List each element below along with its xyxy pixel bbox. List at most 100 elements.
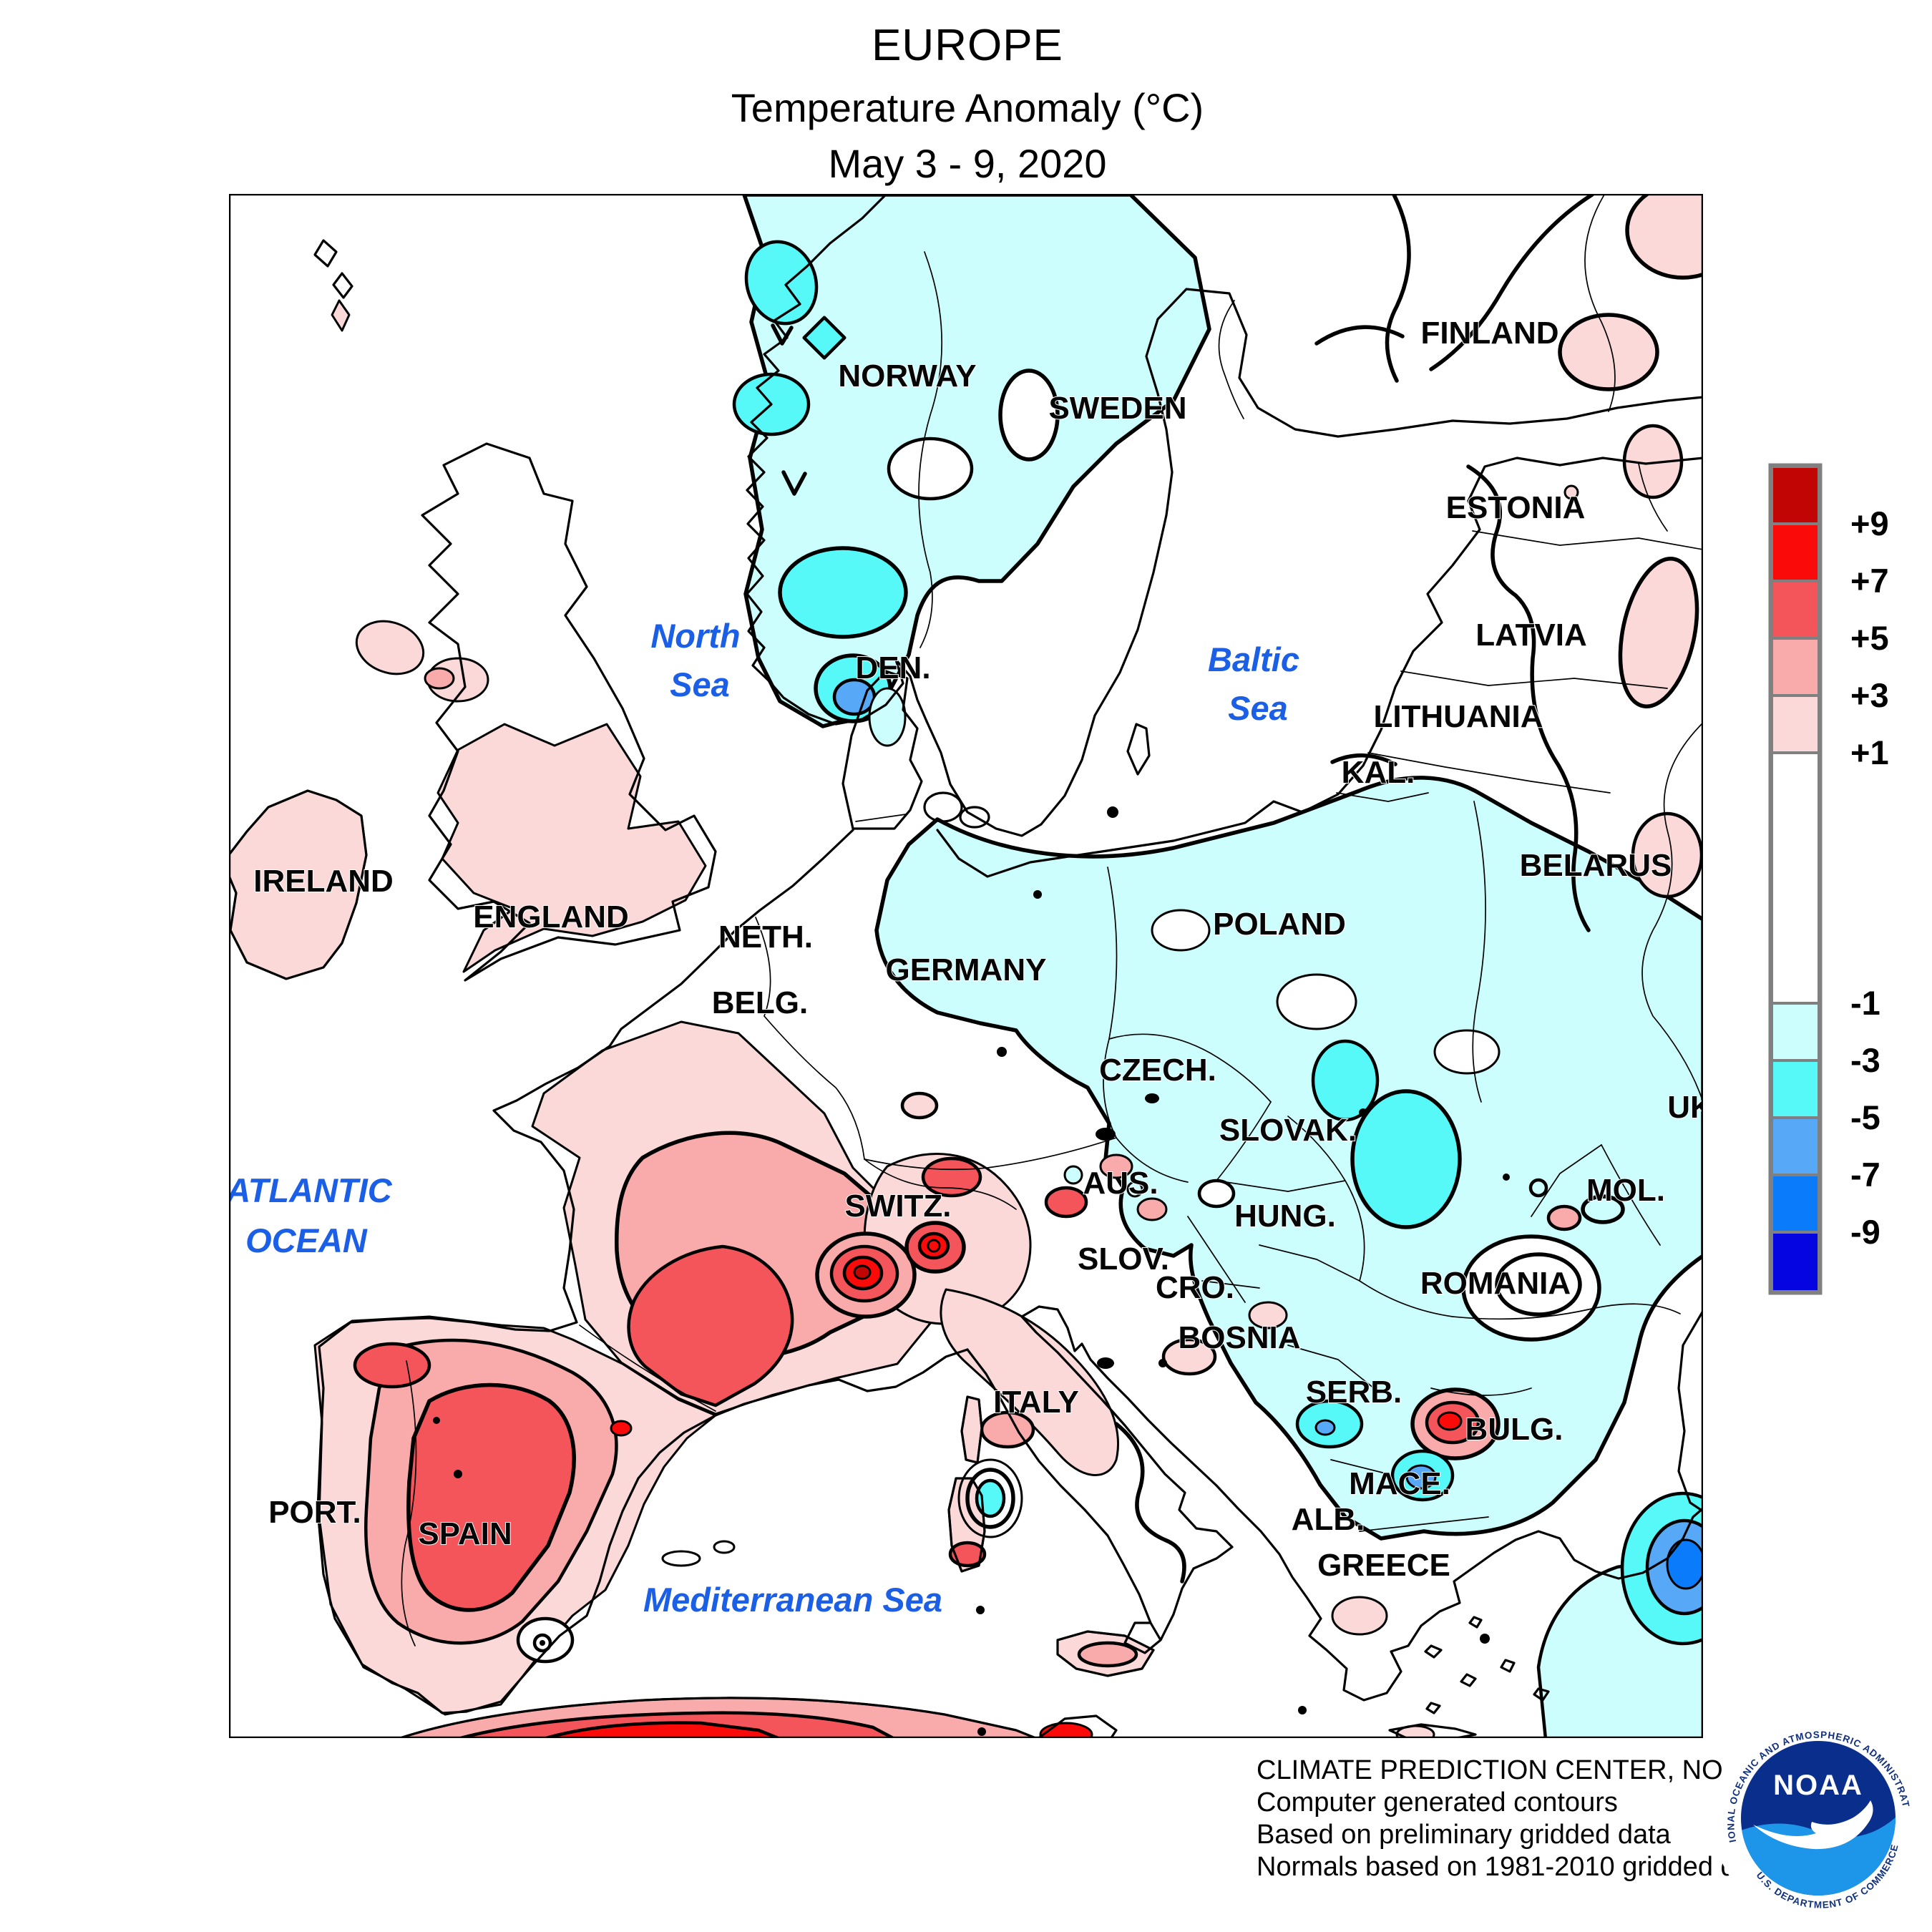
legend-swatch-3-5 — [1770, 637, 1820, 697]
coast-faroe-1 — [313, 239, 338, 268]
anomaly-spot-sicily — [1077, 1641, 1138, 1668]
coast-faroe-2 — [332, 272, 353, 299]
coast-sardinia — [947, 1477, 986, 1573]
anomaly-spot-scotland-3 — [424, 667, 455, 690]
country-label-kal: KAL. — [1342, 755, 1415, 790]
anomaly-spot-austria-3 — [1136, 1197, 1168, 1221]
anomaly-region-eastern-europe-cool — [874, 776, 1702, 1541]
page-subtitle: Temperature Anomaly (°C) — [731, 85, 1204, 130]
country-label-estonia: ESTONIA — [1446, 490, 1586, 525]
coast-funen — [959, 806, 990, 829]
anomaly-spot-norway-inland — [778, 546, 908, 639]
contour-ring-moldova — [1581, 1194, 1625, 1224]
country-label-spain: SPAIN — [418, 1516, 512, 1551]
country-label-uk: UK — [1667, 1090, 1703, 1125]
anomaly-spot-austria-1 — [1044, 1186, 1088, 1219]
legend-tick-p1: +1 — [1850, 733, 1889, 771]
anomaly-spot-po-valley — [921, 1156, 982, 1198]
page-title: EUROPE — [872, 21, 1063, 70]
country-label-mol: MOL. — [1586, 1173, 1665, 1208]
sardinia-bullseye-outer — [957, 1458, 1023, 1538]
anomaly-spot-nw-spain — [353, 1342, 431, 1389]
coast-tunisia — [1038, 1714, 1118, 1737]
map-canvas: North Sea Baltic Sea ATLANTIC OCEAN Mediterran… — [228, 193, 1704, 1739]
legend-swatch-m1-3 — [1770, 1002, 1820, 1062]
country-label-neth: NETH. — [718, 919, 813, 955]
anomaly-hole-hungary — [1197, 1179, 1236, 1209]
contour-ring-romania — [1495, 1252, 1582, 1317]
coast-menorca — [713, 1540, 736, 1554]
country-label-lithuania: LITHUANIA — [1373, 699, 1543, 734]
anomaly-region-italy-warm — [940, 1288, 1120, 1476]
anomaly-core-black-sea — [1666, 1538, 1702, 1590]
anomaly-region-iberia-warm5 — [406, 1382, 576, 1612]
sea-labels: North Sea Baltic Sea ATLANTIC OCEAN Mediterran… — [230, 617, 1299, 1619]
anomaly-spot-scotland-1 — [355, 620, 425, 675]
anomaly-core-bulgaria-cold — [1405, 1464, 1437, 1490]
anomaly-region-england-warm — [436, 723, 707, 973]
sea-label-ocean: OCEAN — [245, 1221, 368, 1259]
country-label-switz: SWITZ. — [844, 1189, 951, 1224]
anomaly-colorbar-legend: +9 +7 +5 +3 +1 -1 -3 -5 -7 -9 — [1766, 462, 1932, 1313]
coast-baltic-south — [936, 457, 1702, 878]
legend-swatch-normal — [1770, 751, 1820, 1005]
coast-denmark — [841, 670, 923, 830]
legend-tick-p7: +7 — [1850, 562, 1889, 600]
alps-bullseye1-core — [853, 1264, 872, 1280]
legend-tick-labels: +9 +7 +5 +3 +1 -1 -3 -5 -7 -9 — [1850, 504, 1889, 1251]
country-label-bosnia: BOSNIA — [1178, 1320, 1300, 1355]
anomaly-spot-russia-corner — [1625, 195, 1702, 280]
legend-swatch-m7-9 — [1770, 1174, 1820, 1234]
coast-continental-west — [316, 829, 969, 1714]
country-label-greece: GREECE — [1317, 1548, 1450, 1583]
coast-zealand — [923, 791, 963, 823]
anomaly-spot-norway-diamond — [802, 316, 847, 360]
legend-swatch-m5-7 — [1770, 1116, 1820, 1176]
sardinia-bullseye-mid — [965, 1468, 1015, 1529]
legend-tick-p9: +9 — [1850, 504, 1889, 542]
coast-great-britain — [421, 442, 717, 982]
country-label-alb: ALB. — [1292, 1502, 1365, 1537]
noaa-logo: NOAA NATIONAL OCEANIC AND ATMOSPHERIC AD… — [1684, 1684, 1926, 1926]
country-label-aus: AUS. — [1083, 1166, 1158, 1201]
anomaly-spot-russia-mid — [1618, 557, 1699, 708]
country-label-den: DEN. — [855, 650, 930, 686]
coast-corsica — [960, 1395, 983, 1464]
sea-label-sea: Sea — [670, 665, 730, 703]
country-label-ireland: IRELAND — [253, 864, 394, 899]
coastlines — [230, 195, 1702, 1737]
sea-label-baltic: Baltic — [1208, 640, 1299, 678]
anomaly-hole-ukraine — [1433, 1029, 1501, 1075]
logo-acronym: NOAA — [1773, 1770, 1863, 1801]
legend-swatch-below-9 — [1770, 1231, 1820, 1293]
country-label-slov: SLOV. — [1078, 1241, 1169, 1277]
heavy-anomaly-contours — [771, 195, 1594, 1584]
anomaly-spot-ne-spain-red — [610, 1420, 633, 1437]
coast-north-africa — [398, 1697, 1038, 1737]
country-label-belarus: BELARUS — [1520, 848, 1672, 883]
legend-tick-m3: -3 — [1850, 1041, 1880, 1079]
legend-swatch-above-9 — [1770, 465, 1820, 525]
anomaly-spot-finland-ne — [1558, 313, 1659, 391]
anomaly-dot-estonia — [1563, 484, 1579, 500]
coast-sweden-baltic — [925, 288, 1702, 837]
attribution-line-source: CLIMATE PREDICTION CENTER, NOAA — [1257, 1755, 1760, 1785]
country-label-hung: HUNG. — [1234, 1199, 1336, 1234]
country-label-mace: MACE. — [1349, 1466, 1450, 1501]
country-borders — [401, 195, 1702, 1646]
attribution-block: CLIMATE PREDICTION CENTER, NOAA Computer… — [1257, 1755, 1774, 1883]
legend-swatch-5-7 — [1770, 580, 1820, 640]
country-label-slovak: SLOVAK. — [1219, 1113, 1357, 1148]
country-label-sweden: SWEDEN — [1048, 391, 1186, 426]
sea-label-mediterranean-sea: Mediterranean Sea — [643, 1581, 942, 1619]
sardinia-bullseye-core — [975, 1478, 1006, 1518]
attribution-line-method: Computer generated contours — [1257, 1787, 1618, 1818]
coast-italy — [966, 1305, 1702, 1702]
legend-swatch-7-9 — [1770, 522, 1820, 582]
country-label-port: PORT. — [268, 1495, 361, 1530]
coast-mallorca — [661, 1550, 701, 1567]
sea-label-sea: Sea — [1228, 689, 1288, 727]
anomaly-region-france-warm5 — [627, 1244, 794, 1407]
anomaly-spot-greece-west — [1331, 1596, 1388, 1636]
legend-swatch-1-3 — [1770, 694, 1820, 754]
